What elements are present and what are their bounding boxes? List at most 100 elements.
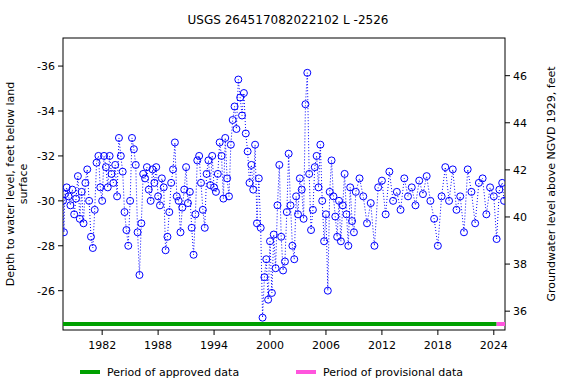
y-tick-label: -26 bbox=[37, 285, 55, 298]
data-point bbox=[490, 193, 497, 200]
data-point bbox=[125, 242, 132, 249]
data-point bbox=[192, 211, 199, 218]
data-point bbox=[261, 274, 268, 281]
data-point bbox=[134, 229, 141, 236]
data-point bbox=[127, 197, 134, 204]
y2-tick bbox=[505, 264, 510, 265]
y2-tick-label: 36 bbox=[513, 305, 527, 318]
data-point bbox=[268, 289, 275, 296]
data-point bbox=[390, 197, 397, 204]
data-point bbox=[382, 211, 389, 218]
data-point bbox=[158, 175, 165, 182]
data-point bbox=[147, 197, 154, 204]
data-point bbox=[106, 152, 113, 159]
data-point bbox=[222, 134, 229, 141]
data-point bbox=[80, 220, 87, 227]
y2-tick bbox=[505, 169, 510, 170]
data-period bbox=[497, 322, 505, 326]
data-point bbox=[153, 164, 160, 171]
data-point bbox=[177, 229, 184, 236]
x-tick-label: 2000 bbox=[256, 339, 284, 352]
data-point bbox=[287, 202, 294, 209]
data-point bbox=[427, 197, 434, 204]
data-point bbox=[239, 112, 246, 119]
plot-area bbox=[63, 69, 505, 326]
data-point bbox=[293, 193, 300, 200]
data-point bbox=[63, 229, 67, 236]
data-point bbox=[82, 179, 89, 186]
data-point bbox=[91, 206, 98, 213]
y-tick bbox=[58, 111, 63, 112]
data-point bbox=[69, 186, 76, 193]
data-point bbox=[479, 175, 486, 182]
data-point bbox=[119, 168, 126, 175]
y-tick-label: -30 bbox=[37, 195, 55, 208]
data-point bbox=[190, 251, 197, 258]
data-point bbox=[341, 170, 348, 177]
data-point bbox=[464, 166, 471, 173]
legend-swatch bbox=[296, 370, 316, 374]
data-point bbox=[246, 179, 253, 186]
data-point bbox=[87, 233, 94, 240]
data-point bbox=[211, 184, 218, 191]
data-point bbox=[431, 215, 438, 222]
y2-tick-label: 46 bbox=[513, 70, 527, 83]
data-point bbox=[196, 152, 203, 159]
data-point bbox=[129, 134, 136, 141]
data-point bbox=[319, 197, 326, 204]
data-point bbox=[285, 150, 292, 157]
data-point bbox=[326, 188, 333, 195]
title: USGS 264517082022102 L -2526 bbox=[188, 13, 389, 27]
data-point bbox=[298, 186, 305, 193]
data-point bbox=[89, 245, 96, 252]
data-point bbox=[475, 179, 482, 186]
y2-tick-label: 44 bbox=[513, 117, 527, 130]
y2-tick-label: 42 bbox=[513, 164, 527, 177]
data-point bbox=[166, 209, 173, 216]
y2-tick bbox=[505, 216, 510, 217]
data-point bbox=[438, 193, 445, 200]
data-point bbox=[378, 177, 385, 184]
data-point bbox=[419, 191, 426, 198]
data-point bbox=[313, 152, 320, 159]
data-point bbox=[337, 238, 344, 245]
data-point bbox=[198, 179, 205, 186]
data-point bbox=[360, 193, 367, 200]
data-point bbox=[412, 202, 419, 209]
data-point bbox=[145, 186, 152, 193]
x-tick bbox=[214, 330, 215, 335]
y-tick bbox=[58, 155, 63, 156]
x-tick-label: 2024 bbox=[480, 339, 508, 352]
data-point bbox=[203, 170, 210, 177]
data-point bbox=[350, 229, 357, 236]
data-point bbox=[183, 164, 190, 171]
data-point bbox=[140, 170, 147, 177]
data-point bbox=[457, 193, 464, 200]
y2-axis-label: Groundwater level above NGVD 1929, feet bbox=[545, 66, 558, 302]
data-point bbox=[280, 267, 287, 274]
data-point bbox=[356, 175, 363, 182]
data-point bbox=[315, 184, 322, 191]
data-point bbox=[244, 148, 251, 155]
data-point bbox=[272, 265, 279, 272]
data-point bbox=[86, 197, 93, 204]
data-point bbox=[76, 215, 83, 222]
data-point bbox=[296, 175, 303, 182]
data-point bbox=[487, 184, 494, 191]
data-point bbox=[336, 197, 343, 204]
data-point bbox=[73, 195, 80, 202]
data-point bbox=[311, 164, 318, 171]
data-point bbox=[218, 152, 225, 159]
data-point bbox=[302, 101, 309, 108]
data-point bbox=[199, 206, 206, 213]
y2-tick-label: 38 bbox=[513, 258, 527, 271]
data-point bbox=[168, 179, 175, 186]
data-point bbox=[212, 188, 219, 195]
data-point bbox=[270, 231, 277, 238]
data-point bbox=[334, 233, 341, 240]
data-point bbox=[300, 215, 307, 222]
data-point bbox=[252, 141, 259, 148]
data-point bbox=[468, 188, 475, 195]
data-point bbox=[291, 256, 298, 263]
data-point bbox=[472, 220, 479, 227]
